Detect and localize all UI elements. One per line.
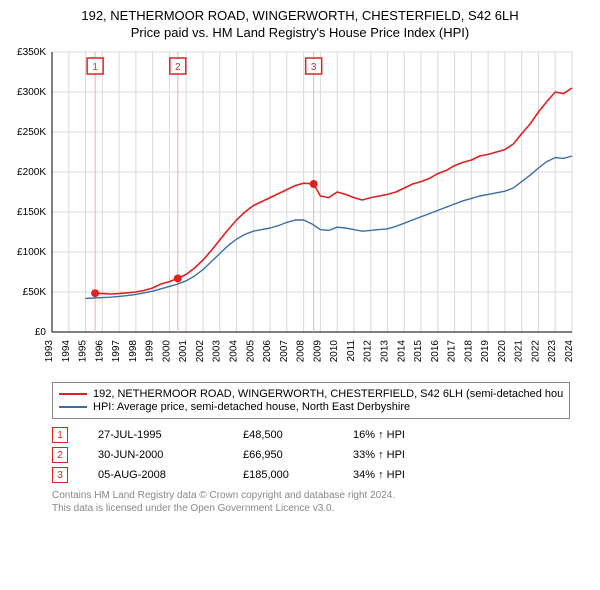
footer: Contains HM Land Registry data © Crown c… [52,489,570,515]
svg-text:2015: 2015 [413,340,424,363]
svg-text:2001: 2001 [178,340,189,363]
sale-date: 05-AUG-2008 [98,469,243,481]
svg-text:2020: 2020 [497,340,508,363]
legend-label-price-paid: 192, NETHERMOOR ROAD, WINGERWORTH, CHEST… [93,388,563,400]
svg-text:£0: £0 [35,327,47,338]
svg-text:2014: 2014 [396,340,407,363]
footer-line2: This data is licensed under the Open Gov… [52,502,570,515]
chart-area: £0 £50K £100K £150K £200K £250K £300K £350K 1993… [0,46,600,376]
svg-text:2009: 2009 [312,340,323,363]
sale-row: 3 05-AUG-2008 £185,000 34% ↑ HPI [52,467,570,483]
svg-text:£150K: £150K [17,207,46,218]
title-line1: 192, NETHERMOOR ROAD, WINGERWORTH, CHEST… [10,8,590,23]
sale-marker-icon: 1 [52,427,68,443]
legend: 192, NETHERMOOR ROAD, WINGERWORTH, CHEST… [52,382,570,419]
svg-text:1999: 1999 [145,340,156,363]
svg-text:1996: 1996 [94,340,105,363]
svg-text:1993: 1993 [44,340,55,363]
sale-date: 30-JUN-2000 [98,449,243,461]
svg-text:2022: 2022 [530,340,541,363]
legend-swatch-hpi [59,406,87,408]
svg-text:2018: 2018 [463,340,474,363]
svg-text:2024: 2024 [564,340,575,363]
legend-row-hpi: HPI: Average price, semi-detached house,… [59,401,563,413]
svg-text:2006: 2006 [262,340,273,363]
sale-price: £185,000 [243,469,353,481]
title-line2: Price paid vs. HM Land Registry's House … [10,25,590,40]
svg-text:2021: 2021 [514,340,525,363]
svg-text:£50K: £50K [23,287,47,298]
sale-price: £66,950 [243,449,353,461]
sales-table: 1 27-JUL-1995 £48,500 16% ↑ HPI 2 30-JUN… [52,427,570,483]
svg-text:2016: 2016 [430,340,441,363]
svg-text:1998: 1998 [128,340,139,363]
svg-text:2010: 2010 [329,340,340,363]
svg-text:£200K: £200K [17,167,46,178]
svg-text:2005: 2005 [245,340,256,363]
svg-text:£250K: £250K [17,127,46,138]
svg-text:£350K: £350K [17,47,46,58]
svg-text:2007: 2007 [279,340,290,363]
svg-text:2008: 2008 [296,340,307,363]
svg-text:2017: 2017 [447,340,458,363]
legend-label-hpi: HPI: Average price, semi-detached house,… [93,401,410,413]
sale-delta: 33% ↑ HPI [353,449,570,461]
svg-text:2: 2 [175,62,181,73]
sale-delta: 16% ↑ HPI [353,429,570,441]
legend-swatch-price-paid [59,393,87,395]
svg-text:1997: 1997 [111,340,122,363]
svg-text:2023: 2023 [547,340,558,363]
svg-text:2004: 2004 [229,340,240,363]
svg-text:2000: 2000 [161,340,172,363]
svg-text:£300K: £300K [17,87,46,98]
svg-text:2002: 2002 [195,340,206,363]
sale-price: £48,500 [243,429,353,441]
svg-text:1: 1 [92,62,98,73]
sale-row: 2 30-JUN-2000 £66,950 33% ↑ HPI [52,447,570,463]
svg-text:2003: 2003 [212,340,223,363]
sale-date: 27-JUL-1995 [98,429,243,441]
svg-text:2012: 2012 [363,340,374,363]
svg-text:2013: 2013 [379,340,390,363]
svg-text:2019: 2019 [480,340,491,363]
sale-delta: 34% ↑ HPI [353,469,570,481]
sale-marker-icon: 2 [52,447,68,463]
svg-text:3: 3 [311,62,317,73]
svg-text:1995: 1995 [78,340,89,363]
sale-row: 1 27-JUL-1995 £48,500 16% ↑ HPI [52,427,570,443]
chart-title-block: 192, NETHERMOOR ROAD, WINGERWORTH, CHEST… [0,0,600,46]
footer-line1: Contains HM Land Registry data © Crown c… [52,489,570,502]
svg-text:£100K: £100K [17,247,46,258]
legend-row-price-paid: 192, NETHERMOOR ROAD, WINGERWORTH, CHEST… [59,388,563,400]
svg-text:2011: 2011 [346,340,357,362]
sale-marker-icon: 3 [52,467,68,483]
svg-text:1994: 1994 [61,340,72,363]
chart-svg: £0 £50K £100K £150K £200K £250K £300K £350K 1993… [0,46,600,376]
